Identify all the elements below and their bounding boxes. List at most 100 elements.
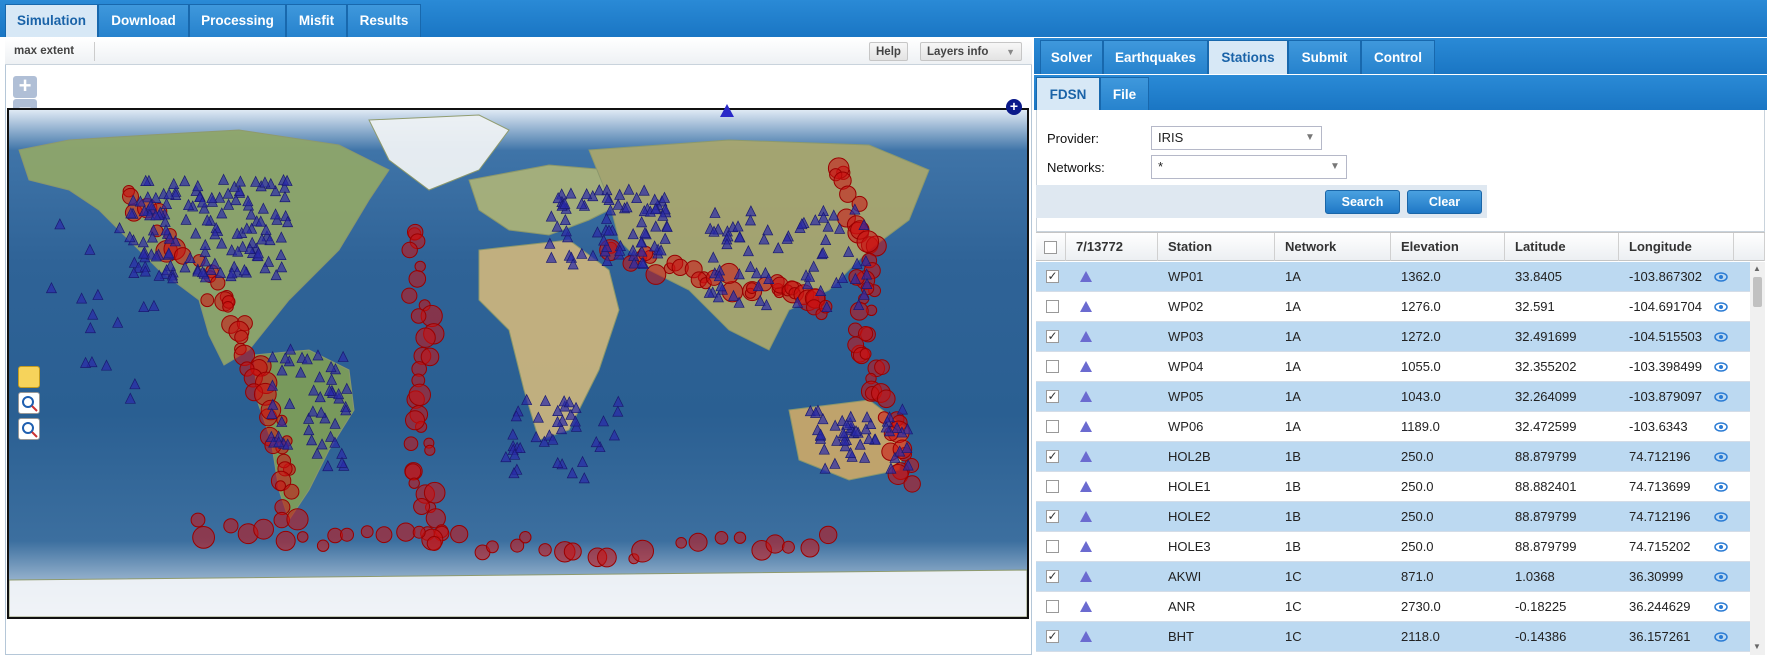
row-checkbox[interactable]: ✓ xyxy=(1046,330,1059,343)
row-checkbox[interactable]: ✓ xyxy=(1046,570,1059,583)
tab-simulation[interactable]: Simulation xyxy=(5,4,98,37)
tab-submit[interactable]: Submit xyxy=(1288,40,1361,74)
tab-download[interactable]: Download xyxy=(98,4,189,37)
earthquake-marker[interactable] xyxy=(520,532,531,543)
earthquake-marker[interactable] xyxy=(201,294,214,307)
row-checkbox[interactable] xyxy=(1046,300,1059,313)
station-marker[interactable] xyxy=(46,283,56,293)
networks-select[interactable]: * ▼ xyxy=(1151,155,1347,179)
zoom-in-button[interactable]: + xyxy=(13,76,37,98)
row-checkbox[interactable] xyxy=(1046,540,1059,553)
view-eye-icon[interactable] xyxy=(1713,329,1729,345)
earthquake-marker[interactable] xyxy=(191,513,205,527)
tab-misfit[interactable]: Misfit xyxy=(286,4,347,37)
earthquake-marker[interactable] xyxy=(857,231,879,253)
station-marker[interactable] xyxy=(286,344,296,354)
earthquake-marker[interactable] xyxy=(715,532,728,545)
station-marker[interactable] xyxy=(77,293,87,303)
station-marker[interactable] xyxy=(88,309,98,319)
earthquake-marker[interactable] xyxy=(415,261,425,271)
station-marker[interactable] xyxy=(613,406,623,416)
earthquake-marker[interactable] xyxy=(564,543,581,560)
world-map[interactable] xyxy=(7,108,1029,619)
view-eye-icon[interactable] xyxy=(1713,419,1729,435)
earthquake-marker[interactable] xyxy=(904,476,920,492)
earthquake-marker[interactable] xyxy=(451,526,468,543)
earthquake-marker[interactable] xyxy=(341,528,354,541)
row-checkbox[interactable]: ✓ xyxy=(1046,270,1059,283)
earthquake-marker[interactable] xyxy=(632,540,654,562)
earthquake-marker[interactable] xyxy=(406,411,425,430)
earthquake-marker[interactable] xyxy=(416,328,435,347)
earthquake-marker[interactable] xyxy=(409,384,430,405)
station-marker[interactable] xyxy=(592,227,602,237)
station-marker[interactable] xyxy=(113,317,123,327)
earthquake-marker[interactable] xyxy=(427,537,441,551)
row-checkbox[interactable]: ✓ xyxy=(1046,630,1059,643)
provider-select[interactable]: IRIS ▼ xyxy=(1151,126,1322,150)
earthquake-marker[interactable] xyxy=(424,482,445,503)
pan-hand-icon[interactable] xyxy=(18,366,40,388)
view-eye-icon[interactable] xyxy=(1713,299,1729,315)
view-eye-icon[interactable] xyxy=(1713,599,1729,615)
view-eye-icon[interactable] xyxy=(1713,479,1729,495)
row-checkbox[interactable]: ✓ xyxy=(1046,450,1059,463)
view-eye-icon[interactable] xyxy=(1713,539,1729,555)
earthquake-marker[interactable] xyxy=(254,519,274,539)
station-marker[interactable] xyxy=(149,301,159,311)
column-latitude[interactable]: Latitude xyxy=(1505,233,1619,261)
table-row[interactable]: ANR 1C 2730.0 -0.18225 36.244629 xyxy=(1036,592,1750,622)
help-button[interactable]: Help xyxy=(869,42,908,61)
station-marker[interactable] xyxy=(579,473,589,483)
earthquake-marker[interactable] xyxy=(235,331,248,344)
earthquake-marker[interactable] xyxy=(297,532,308,543)
station-marker[interactable] xyxy=(323,461,333,471)
view-eye-icon[interactable] xyxy=(1713,629,1729,645)
earthquake-marker[interactable] xyxy=(820,526,837,543)
view-eye-icon[interactable] xyxy=(1713,449,1729,465)
station-marker[interactable] xyxy=(337,448,347,458)
row-checkbox[interactable]: ✓ xyxy=(1046,510,1059,523)
scroll-down-icon[interactable]: ▼ xyxy=(1753,642,1761,651)
station-marker[interactable] xyxy=(508,429,518,439)
station-marker[interactable] xyxy=(567,468,577,478)
station-marker[interactable] xyxy=(93,290,103,300)
table-row[interactable]: WP02 1A 1276.0 32.591 -104.691704 xyxy=(1036,292,1750,322)
earthquake-marker[interactable] xyxy=(193,527,215,549)
zoom-box-icon[interactable] xyxy=(18,392,40,414)
earthquake-marker[interactable] xyxy=(402,288,417,303)
zoom-out-box-icon[interactable] xyxy=(18,418,40,440)
earthquake-marker[interactable] xyxy=(211,276,225,290)
table-row[interactable]: ✓ BHT 1C 2118.0 -0.14386 36.157261 xyxy=(1036,622,1750,652)
station-marker[interactable] xyxy=(337,457,347,467)
column-network[interactable]: Network xyxy=(1275,233,1391,261)
earthquake-marker[interactable] xyxy=(413,526,425,538)
tab-fdsn[interactable]: FDSN xyxy=(1036,77,1100,111)
chevron-down-icon[interactable]: ▼ xyxy=(1324,156,1346,178)
earthquake-marker[interactable] xyxy=(414,499,430,515)
earthquake-marker[interactable] xyxy=(766,535,784,553)
select-all-checkbox[interactable] xyxy=(1044,241,1057,254)
earthquake-marker[interactable] xyxy=(224,519,238,533)
earthquake-marker[interactable] xyxy=(539,544,551,556)
earthquake-marker[interactable] xyxy=(646,265,666,285)
station-marker[interactable] xyxy=(609,430,619,440)
earthquake-marker[interactable] xyxy=(361,526,373,538)
table-row[interactable]: HOLE3 1B 250.0 88.879799 74.715202 xyxy=(1036,532,1750,562)
earthquake-marker[interactable] xyxy=(284,484,299,499)
table-row[interactable]: ✓ HOL2B 1B 250.0 88.879799 74.712196 xyxy=(1036,442,1750,472)
earthquake-marker[interactable] xyxy=(223,302,234,313)
station-marker[interactable] xyxy=(598,416,608,426)
grid-scrollbar[interactable]: ▲ ▼ xyxy=(1750,262,1765,655)
station-marker[interactable] xyxy=(139,302,149,312)
earthquake-marker[interactable] xyxy=(425,445,435,455)
table-row[interactable]: WP06 1A 1189.0 32.472599 -103.6343 xyxy=(1036,412,1750,442)
tab-control[interactable]: Control xyxy=(1361,40,1435,74)
scroll-up-icon[interactable]: ▲ xyxy=(1753,264,1761,273)
earthquake-marker[interactable] xyxy=(409,271,426,288)
station-marker[interactable] xyxy=(125,393,135,403)
station-marker[interactable] xyxy=(85,323,95,333)
table-row[interactable]: ✓ WP01 1A 1362.0 33.8405 -103.867302 xyxy=(1036,262,1750,292)
column-elevation[interactable]: Elevation xyxy=(1391,233,1505,261)
earthquake-marker[interactable] xyxy=(287,509,308,530)
